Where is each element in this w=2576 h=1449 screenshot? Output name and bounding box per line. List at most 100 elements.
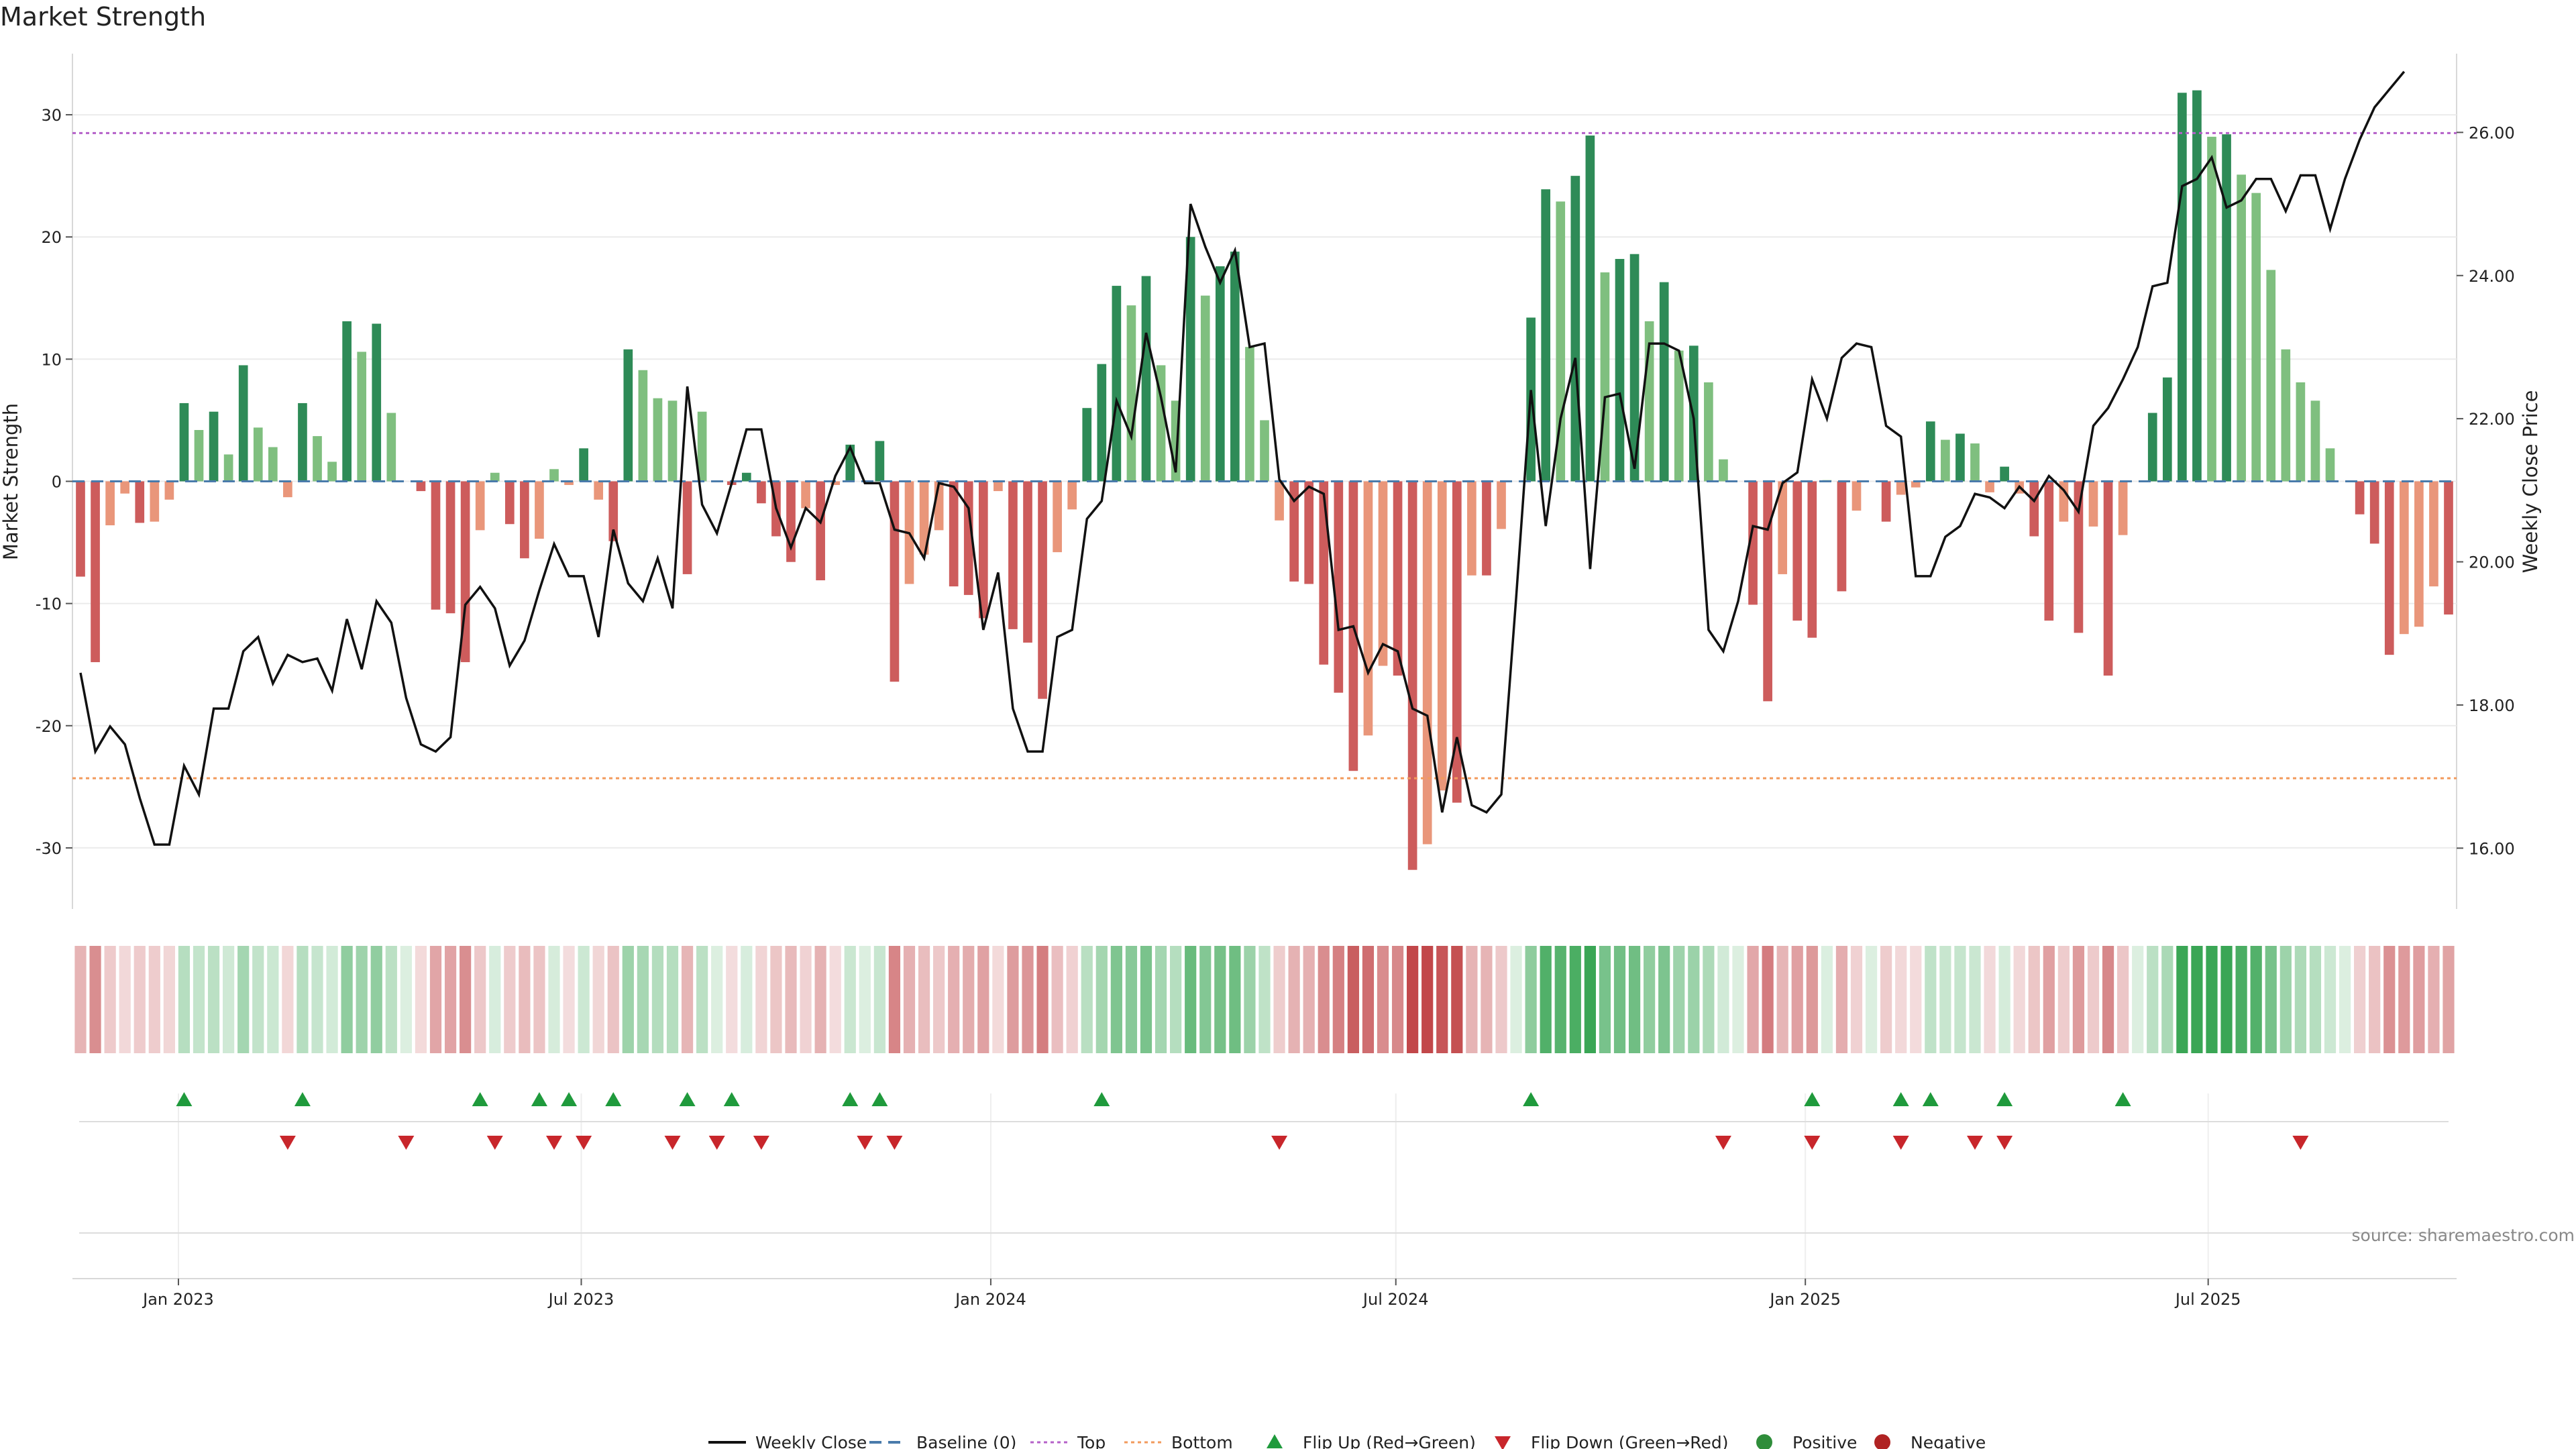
strength-bar [1053,481,1062,553]
flip-down-marker [2292,1136,2309,1150]
strength-bar [342,321,352,482]
heat-cell [1377,946,1389,1053]
heat-cell [1954,946,1966,1053]
strength-bar [2178,93,2187,482]
legend-swatch [1756,1434,1772,1449]
strength-bar [120,481,130,494]
strength-bar [1038,481,1047,699]
heat-cell [859,946,871,1053]
strength-bar [135,481,145,523]
strength-bar [1097,364,1107,482]
strength-bar [653,398,663,482]
heat-cell [1791,946,1803,1053]
heat-cell [2443,946,2455,1053]
chart-title: Market Strength [0,2,206,32]
strength-bar [357,352,367,482]
weekly-close-line [79,70,2406,846]
heat-cell [681,946,694,1053]
y-tick-label: -30 [36,839,62,858]
strength-bar [490,472,500,482]
heat-cell [1229,946,1241,1053]
heat-cell [1436,946,1448,1053]
heat-cell [1584,946,1596,1053]
flip-down-marker [886,1136,903,1150]
strength-bar [1615,259,1625,482]
heat-cell [1717,946,1729,1053]
strength-bar [919,481,929,555]
strength-bar [2059,481,2069,522]
strength-bar [801,481,810,508]
strength-bar [2325,448,2335,482]
heat-cell [578,946,590,1053]
heat-cell [1140,946,1152,1053]
heat-cell [2206,946,2218,1053]
strength-bar [2237,174,2246,482]
heat-cell [607,946,619,1053]
heat-cell [1554,946,1566,1053]
strength-bar [1837,481,1847,592]
y-tick-label: 30 [41,106,62,125]
heat-cell [755,946,767,1053]
strength-bar [579,448,588,482]
heat-cell [1022,946,1034,1053]
y2-tick-label: 16.00 [2469,839,2515,858]
heat-cell [1762,946,1774,1053]
strength-bar [2103,481,2113,676]
heat-cell [844,946,856,1053]
strength-bar [757,481,766,504]
strength-bar [1748,481,1758,605]
strength-bar [179,402,189,482]
heat-cell [2354,946,2366,1053]
heat-cell [2220,946,2233,1053]
heat-cell [2383,946,2396,1053]
heat-cell [2117,946,2129,1053]
strength-bar [1230,252,1240,482]
strength-bar [1467,481,1477,576]
heat-cell [903,946,916,1053]
heat-cell [2294,946,2306,1053]
heat-cell [460,946,472,1053]
heat-cell [1525,946,1537,1053]
strength-bar [1925,421,1935,482]
strength-bar [1778,481,1788,574]
strength-bar [1156,365,1166,482]
strength-bar [594,481,604,500]
heat-cell [548,946,560,1053]
strength-bar [372,323,382,482]
flip-up-marker [1804,1092,1821,1106]
strength-bar [504,481,515,525]
strength-bar [1289,481,1299,582]
strength-bar [1067,481,1077,510]
flip-up-marker [2114,1092,2131,1106]
heat-cell [1821,946,1833,1053]
heat-cell [992,946,1004,1053]
strength-bar [1482,481,1491,576]
legend: Weekly Close Baseline (0) Top Bottom Flip Up… [708,1433,1986,1449]
flip-up-marker [1996,1092,2013,1106]
heat-cell [2028,946,2040,1053]
strength-bar [667,400,678,482]
heat-cell [533,946,545,1053]
date-ticks: Jan 2023 Jul 2023 Jan 2024 Jul 2024 Jan 2025… [142,1279,2241,1309]
heat-cell [1095,946,1108,1053]
heat-cell [1407,946,1419,1053]
strength-bar [2000,466,2009,482]
flip-up-marker [472,1092,488,1106]
heat-cell [1051,946,1063,1053]
heat-cell [311,946,323,1053]
strength-bar [1629,254,1640,482]
flip-down-marker [664,1136,681,1150]
flip-up-marker [176,1092,193,1106]
heat-cell [1510,946,1522,1053]
heat-cell [1347,946,1359,1053]
strength-bar [1659,282,1669,482]
heat-cell [1155,946,1167,1053]
heat-cell [2428,946,2440,1053]
y-tick-label: 10 [41,350,62,369]
strength-bar [2369,481,2379,544]
heat-cell [2072,946,2085,1053]
strength-bar [963,481,973,595]
heat-cell [1540,946,1552,1053]
heat-cell [1703,946,1715,1053]
heat-cell [1969,946,1981,1053]
